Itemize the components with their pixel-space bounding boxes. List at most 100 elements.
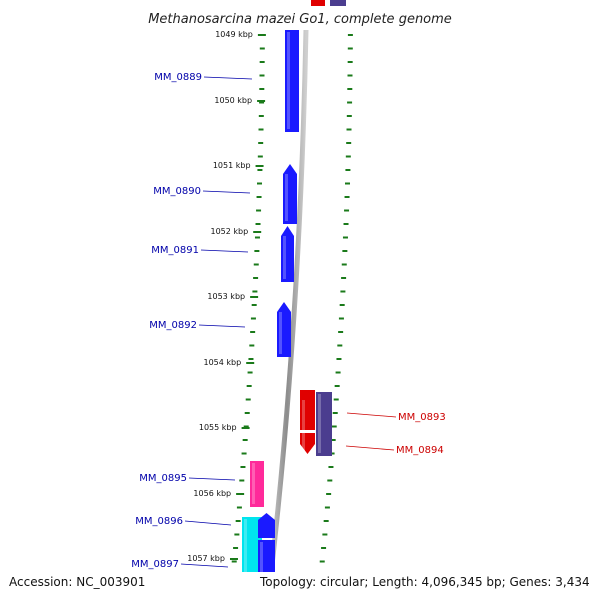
gene-highlight bbox=[252, 463, 255, 504]
tick-dash-outer bbox=[332, 412, 338, 414]
tick-dash-inner bbox=[234, 533, 240, 536]
tick-dash-outer bbox=[344, 209, 350, 212]
tick-dash-inner bbox=[258, 115, 264, 117]
gene-label[interactable]: MM_0893 bbox=[398, 412, 446, 423]
tick-label: 1052 kbp bbox=[210, 227, 248, 236]
tick-dash-outer bbox=[341, 277, 347, 279]
tick-dash-outer bbox=[328, 466, 334, 468]
tick-dash-outer bbox=[338, 331, 344, 333]
tick-label: 1055 kbp bbox=[199, 423, 237, 432]
tick-dash-outer bbox=[323, 520, 329, 522]
tick-dash-inner bbox=[243, 425, 249, 428]
tick-dash-inner bbox=[233, 547, 239, 549]
tick-dash-outer bbox=[346, 115, 352, 117]
tick-dash-outer bbox=[341, 263, 347, 266]
tick-dash-outer bbox=[346, 142, 352, 144]
gene-highlight bbox=[260, 542, 263, 597]
tick-dash-inner bbox=[240, 466, 246, 468]
tick-dash-inner bbox=[253, 263, 259, 266]
tick-dash-inner bbox=[252, 290, 258, 293]
gene-label[interactable]: MM_0892 bbox=[149, 320, 197, 331]
tick-dash-inner bbox=[245, 398, 251, 401]
tick-dash-outer bbox=[334, 385, 340, 387]
tick-dash-inner bbox=[257, 169, 263, 171]
gene-label[interactable]: MM_0894 bbox=[396, 445, 444, 456]
tick-major bbox=[250, 296, 259, 298]
tick-dash-outer bbox=[339, 304, 345, 306]
tick-dash-outer bbox=[347, 47, 353, 50]
tick-label: 1057 kbp bbox=[187, 554, 225, 563]
gene-mm-0892[interactable] bbox=[277, 302, 291, 357]
tick-dash-inner bbox=[231, 560, 237, 563]
gene-highlight bbox=[302, 400, 305, 451]
tick-dash-outer bbox=[337, 344, 343, 347]
tick-dash-inner bbox=[259, 61, 265, 63]
tick-dash-outer bbox=[342, 250, 348, 252]
gene-highlight bbox=[285, 174, 288, 221]
gene-highlight bbox=[244, 519, 247, 597]
gene-mm-0895[interactable] bbox=[250, 461, 264, 507]
tick-dash-outer bbox=[346, 128, 352, 131]
tick-label: 1051 kbp bbox=[213, 161, 251, 170]
gene-highlight bbox=[318, 394, 321, 453]
genes-layer bbox=[242, 30, 332, 600]
gene-label[interactable]: MM_0889 bbox=[154, 72, 202, 83]
gene-leader-line bbox=[188, 477, 236, 481]
tick-dash-inner bbox=[235, 520, 241, 522]
tick-dash-outer bbox=[340, 290, 346, 293]
gene-mm-0890[interactable] bbox=[283, 164, 297, 224]
gene-mm-0891[interactable] bbox=[281, 226, 294, 282]
gene-label[interactable]: MM_0895 bbox=[139, 473, 187, 484]
map-title: Methanosarcina mazei Go1, complete genom… bbox=[148, 12, 452, 27]
gene-leader-line bbox=[200, 249, 249, 253]
gene-leader-line bbox=[180, 563, 229, 568]
tick-dash-inner bbox=[247, 371, 253, 374]
partial-feature-top-purple bbox=[330, 0, 346, 6]
tick-dash-outer bbox=[347, 61, 353, 63]
tick-dash-inner bbox=[259, 88, 265, 90]
tick-major bbox=[229, 558, 238, 560]
tick-dash-outer bbox=[343, 223, 349, 225]
tick-dash-inner bbox=[242, 439, 248, 441]
tick-dash-inner bbox=[250, 317, 256, 320]
tick-dash-inner bbox=[258, 142, 264, 144]
gene-leader-line bbox=[345, 445, 395, 451]
tick-dash-outer bbox=[319, 560, 325, 563]
tick-dash-outer bbox=[344, 196, 350, 198]
gene-shape bbox=[281, 226, 294, 282]
tick-major bbox=[253, 231, 262, 233]
gene-leader-line bbox=[184, 520, 232, 526]
tick-dash-inner bbox=[256, 196, 262, 198]
gene-mm-0893[interactable] bbox=[300, 390, 315, 454]
tick-dash-inner bbox=[256, 209, 262, 212]
gene-label[interactable]: MM_0890 bbox=[153, 186, 201, 197]
gene-shape bbox=[250, 461, 264, 507]
gene-mm-0894[interactable] bbox=[316, 392, 332, 456]
tick-label: 1056 kbp bbox=[193, 489, 231, 498]
tick-dash-outer bbox=[342, 236, 348, 239]
tick-dash-outer bbox=[347, 74, 353, 77]
gene-label[interactable]: MM_0891 bbox=[151, 245, 199, 256]
tick-major bbox=[257, 34, 266, 36]
tick-dash-outer bbox=[327, 479, 333, 482]
tick-labels: 1049 kbp 1050 kbp 1051 kbp 1052 kbp 1053 kbp… bbox=[187, 30, 266, 563]
gene-label[interactable]: MM_0897 bbox=[131, 559, 179, 570]
partial-feature-top-red bbox=[311, 0, 325, 6]
gene-leader-line bbox=[202, 190, 251, 194]
tick-major bbox=[246, 362, 255, 364]
tick-dash-outer bbox=[329, 452, 335, 455]
gene-mm-0889[interactable] bbox=[285, 30, 299, 132]
tick-dash-outer bbox=[347, 101, 353, 104]
tick-dash-outer bbox=[345, 169, 351, 171]
tick-dash-inner bbox=[254, 250, 260, 252]
gene-shape bbox=[300, 390, 315, 454]
tick-dash-inner bbox=[241, 452, 247, 455]
tick-dash-outer bbox=[335, 371, 341, 374]
gene-label[interactable]: MM_0896 bbox=[135, 516, 183, 527]
tick-dash-outer bbox=[336, 358, 342, 360]
tick-dash-inner bbox=[246, 385, 252, 387]
tick-dash-inner bbox=[258, 128, 264, 131]
tick-label: 1050 kbp bbox=[214, 96, 252, 105]
gene-shape bbox=[283, 164, 297, 224]
